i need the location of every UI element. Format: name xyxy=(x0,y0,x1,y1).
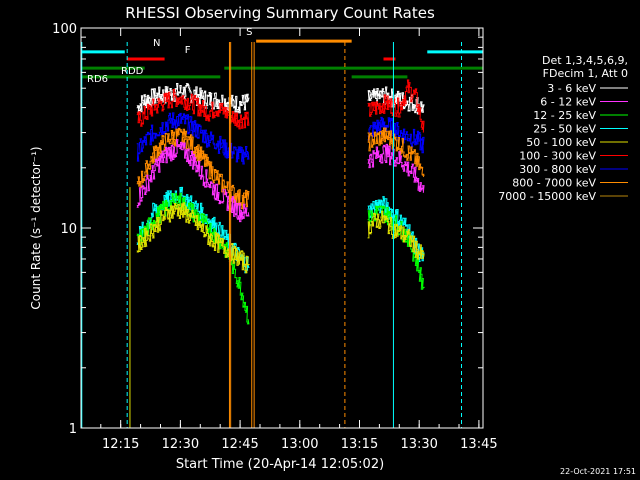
flag-label-rdd: RDD xyxy=(121,66,144,77)
legend-label: 12 - 25 keV xyxy=(533,109,596,122)
series-line xyxy=(367,127,425,178)
x-tick-label: 12:30 xyxy=(162,437,199,452)
series-line xyxy=(367,196,425,263)
chart-title: RHESSI Observing Summary Count Rates xyxy=(125,4,435,22)
series-line xyxy=(367,210,425,260)
y-axis-label: Count Rate (s⁻¹ detector⁻¹) xyxy=(29,146,43,309)
flag-label-n: N xyxy=(153,38,160,49)
x-tick-label: 12:45 xyxy=(221,437,258,452)
x-tick-label: 13:45 xyxy=(460,437,497,452)
legend-label: 50 - 100 keV xyxy=(526,136,596,149)
y-tick-label: 10 xyxy=(60,222,77,237)
legend-label: 25 - 50 keV xyxy=(533,123,596,136)
x-axis-label: Start Time (20-Apr-14 12:05:02) xyxy=(176,457,384,472)
series-line xyxy=(367,116,425,154)
legend-label: 7000 - 15000 keV xyxy=(498,190,596,203)
flag-label-rd6: RD6 xyxy=(87,74,108,85)
x-tick-label: 13:15 xyxy=(341,437,378,452)
x-tick-label: 13:30 xyxy=(400,437,437,452)
flag-bars: N F S RDD RD6 xyxy=(81,27,483,85)
flag-label-s: S xyxy=(246,27,252,38)
series-line xyxy=(367,205,426,290)
axes: 12:15 12:30 12:45 13:00 13:15 13:30 13:45 1 10 10… xyxy=(52,22,497,452)
legend-header-line-2: FDecim 1, Att 0 xyxy=(543,67,628,80)
event-markers xyxy=(81,42,463,428)
legend-label: 3 - 6 keV xyxy=(547,82,596,95)
flag-label-f: F xyxy=(185,45,191,56)
series-line xyxy=(367,79,425,133)
y-tick-label: 100 xyxy=(52,22,77,37)
legend-label: 6 - 12 keV xyxy=(540,96,596,109)
y-tick-label: 1 xyxy=(69,422,77,437)
x-tick-label: 13:00 xyxy=(281,437,318,452)
legend-label: 800 - 7000 keV xyxy=(512,177,596,190)
footer-date: 22-Oct-2021 17:51 xyxy=(560,467,636,476)
x-tick-label: 12:15 xyxy=(102,437,139,452)
legend-label: 300 - 800 keV xyxy=(519,163,596,176)
legend-label: 100 - 300 keV xyxy=(519,150,596,163)
legend-header-line-1: Det 1,3,4,5,6,9, xyxy=(542,54,628,67)
series-line xyxy=(367,143,425,193)
